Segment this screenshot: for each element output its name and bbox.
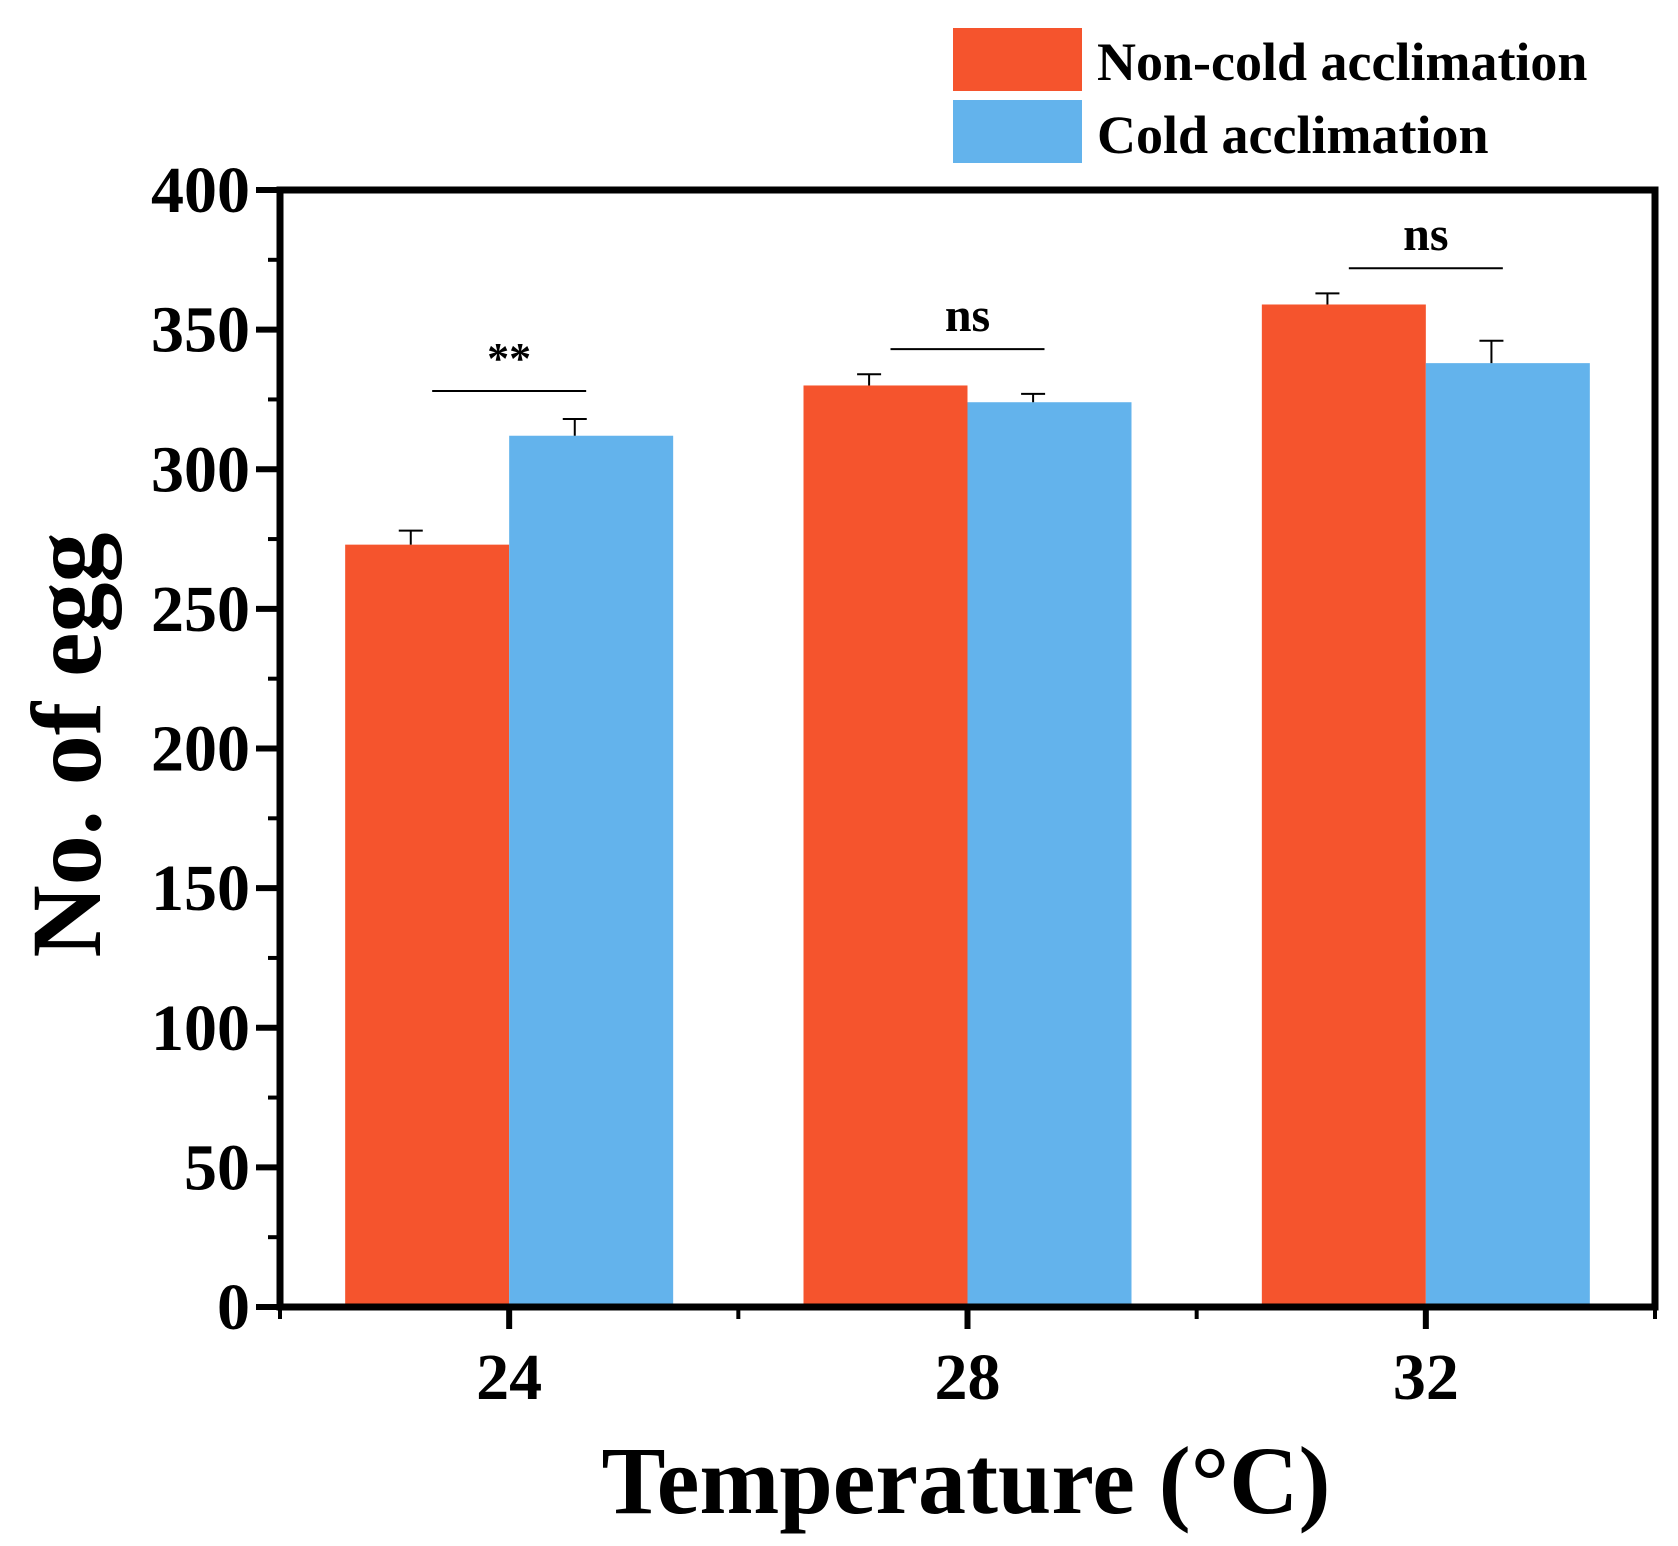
significance-annotations: ** ns ns — [432, 208, 1503, 393]
error-bars-group — [398, 292, 1504, 545]
y-tick-label-50: 50 — [184, 1131, 250, 1204]
significance-label-24: ** — [487, 334, 531, 383]
bar-cold-28 — [967, 402, 1132, 1308]
y-tick-label-250: 250 — [151, 573, 250, 646]
x-axis-label: Temperature (°C) — [602, 1427, 1331, 1534]
bar-non-cold-28 — [803, 385, 968, 1308]
bar-cold-32 — [1425, 363, 1590, 1307]
bar-non-cold-24 — [345, 544, 510, 1307]
significance-label-32: ns — [1403, 208, 1448, 261]
legend-swatch-non-cold — [953, 28, 1082, 91]
y-tick-label-100: 100 — [151, 992, 250, 1065]
significance-label-28: ns — [945, 289, 990, 342]
x-axis-ticks: 24 28 32 — [278, 1307, 1657, 1414]
y-tick-label-350: 350 — [151, 294, 250, 367]
x-tick-label-24: 24 — [476, 1341, 542, 1414]
bar-cold-24 — [509, 435, 674, 1307]
y-tick-label-200: 200 — [151, 713, 250, 786]
bars-group — [345, 304, 1590, 1308]
legend-label-cold: Cold acclimation — [1097, 105, 1488, 165]
legend-swatch-cold — [953, 100, 1082, 163]
y-tick-label-400: 400 — [151, 154, 250, 227]
y-axis-ticks: 0 50 100 150 200 250 300 350 400 — [151, 154, 280, 1344]
legend: Non-cold acclimation Cold acclimation — [953, 28, 1587, 165]
x-tick-label-32: 32 — [1393, 1341, 1459, 1414]
legend-label-non-cold: Non-cold acclimation — [1097, 32, 1587, 92]
y-tick-label-150: 150 — [151, 852, 250, 925]
bar-non-cold-32 — [1261, 304, 1426, 1307]
y-axis-label: No. of egg — [11, 533, 122, 958]
y-tick-label-0: 0 — [217, 1271, 250, 1344]
x-tick-label-28: 28 — [935, 1341, 1001, 1414]
y-tick-label-300: 300 — [151, 433, 250, 506]
